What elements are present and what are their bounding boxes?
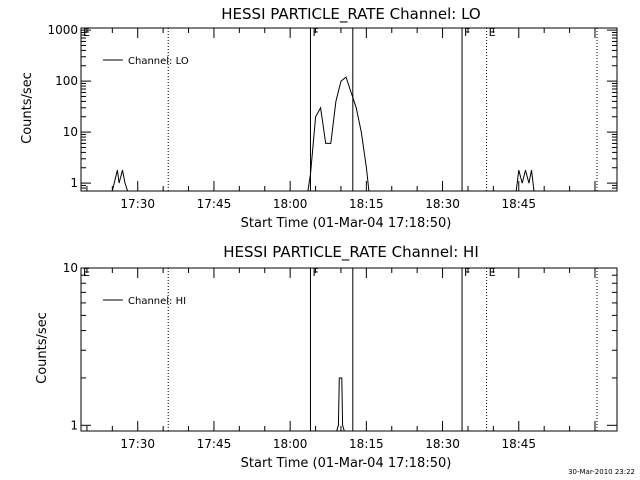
hi-marker-label: E xyxy=(489,266,496,279)
lo-x-tick-label: 17:45 xyxy=(197,197,232,211)
hi-chart-title: HESSI PARTICLE_RATE Channel: HI xyxy=(223,243,479,262)
plot-timestamp: 30-Mar-2010 23:22 xyxy=(568,468,635,476)
hi-x-tick-label: 18:45 xyxy=(501,437,536,451)
hi-x-tick-label: 18:15 xyxy=(349,437,384,451)
lo-y-tick-label: 1 xyxy=(70,176,78,190)
lo-x-axis-label: Start Time (01-Mar-04 17:18:50) xyxy=(241,216,452,231)
lo-x-tick-label: 18:15 xyxy=(349,197,384,211)
hi-x-axis-label: Start Time (01-Mar-04 17:18:50) xyxy=(241,456,452,471)
hi-marker-label: F xyxy=(464,266,470,279)
hi-channel-panel: HESSI PARTICLE_RATE Channel: HI Start Ti… xyxy=(35,243,618,471)
lo-x-tick-label: 18:45 xyxy=(501,197,536,211)
lo-series-line xyxy=(81,76,535,192)
hi-legend-label: Channel: HI xyxy=(128,296,186,307)
lo-marker-label: E xyxy=(489,26,496,39)
lo-marker-label: F xyxy=(464,26,470,39)
hi-marker-label: E xyxy=(83,266,90,279)
lo-plot-frame xyxy=(80,27,618,192)
lo-legend-label: Channel: LO xyxy=(128,56,189,67)
hi-x-tick-label: 18:00 xyxy=(273,437,308,451)
lo-y-tick-label: 10 xyxy=(63,125,78,139)
lo-marker-label: E xyxy=(83,26,90,39)
lo-marker-label: F xyxy=(312,26,318,39)
lo-x-tick-label: 18:00 xyxy=(273,197,308,211)
lo-y-axis-label: Counts/sec xyxy=(20,72,35,144)
lo-x-tick-label: 18:30 xyxy=(425,197,460,211)
hi-plot-frame xyxy=(80,267,618,432)
hi-x-tick-label: 17:30 xyxy=(120,437,155,451)
lo-chart-title: HESSI PARTICLE_RATE Channel: LO xyxy=(221,5,480,24)
hi-series-line xyxy=(81,377,617,432)
hi-x-tick-label: 17:45 xyxy=(197,437,232,451)
hi-y-axis-label: Counts/sec xyxy=(35,312,50,384)
hi-y-tick-label: 1 xyxy=(70,418,78,432)
lo-y-tick-label: 1000 xyxy=(47,23,78,37)
hi-marker-label: F xyxy=(312,266,318,279)
hi-y-tick-label: 10 xyxy=(63,261,78,275)
hi-x-tick-label: 18:30 xyxy=(425,437,460,451)
lo-channel-panel: HESSI PARTICLE_RATE Channel: LO Start Ti… xyxy=(20,5,618,231)
lo-y-tick-label: 100 xyxy=(55,74,78,88)
lo-x-tick-label: 17:30 xyxy=(120,197,155,211)
